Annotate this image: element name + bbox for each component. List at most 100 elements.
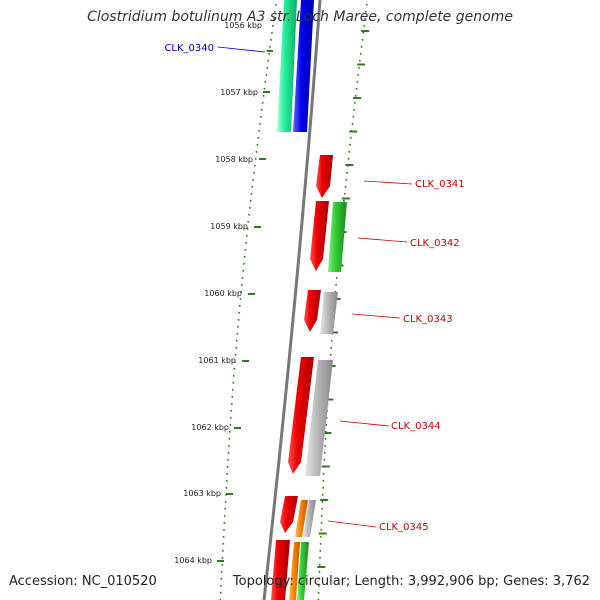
- minor-tick: [263, 87, 266, 90]
- minor-tick: [245, 241, 248, 244]
- minor-tick: [364, 10, 367, 13]
- map-title: Clostridium botulinum A3 str. Loch Maree…: [87, 9, 513, 25]
- reverse-strand-features: [271, 0, 333, 600]
- minor-tick: [228, 437, 231, 440]
- minor-tick: [318, 556, 322, 559]
- minor-tick: [234, 353, 237, 356]
- minor-tick: [229, 423, 232, 426]
- minor-tick: [250, 192, 253, 195]
- minor-tick: [318, 577, 321, 580]
- minor-tick: [240, 290, 243, 293]
- minor-tick: [241, 276, 244, 279]
- minor-tick: [221, 556, 224, 559]
- minor-tick: [252, 178, 255, 181]
- gene-feature-red: [310, 201, 329, 271]
- minor-tick: [345, 171, 349, 174]
- minor-tick: [274, 3, 277, 6]
- minor-tick: [272, 17, 275, 20]
- minor-tick: [253, 164, 256, 167]
- minor-tick: [233, 360, 237, 363]
- minor-tick: [317, 591, 320, 594]
- gene-label-clk-0340: CLK_0340: [164, 43, 214, 54]
- gene-labels: CLK_0340 CLK_0341 CLK_0342 CLK_0343 CLK_…: [164, 43, 464, 533]
- minor-tick: [221, 549, 224, 552]
- minor-tick: [330, 346, 333, 349]
- minor-tick: [222, 528, 226, 531]
- minor-tick: [249, 199, 252, 202]
- minor-tick: [271, 24, 274, 27]
- minor-tick: [349, 136, 352, 139]
- minor-tick: [362, 31, 365, 34]
- minor-tick: [248, 206, 251, 209]
- minor-tick: [242, 262, 245, 265]
- minor-tick: [320, 528, 323, 531]
- minor-tick: [248, 213, 251, 216]
- minor-tick: [236, 325, 239, 328]
- minor-tick: [251, 185, 254, 188]
- minor-tick: [319, 549, 322, 552]
- minor-tick: [269, 45, 272, 48]
- minor-tick: [269, 38, 273, 41]
- minor-tick: [242, 269, 245, 272]
- kbp-label: 1064 kbp: [174, 556, 212, 565]
- minor-tick: [356, 80, 359, 83]
- minor-tick: [232, 374, 235, 377]
- minor-tick: [360, 45, 363, 48]
- kbp-label: 1060 kbp: [204, 289, 242, 298]
- minor-tick: [318, 570, 321, 573]
- minor-tick: [354, 94, 357, 97]
- kbp-label: 1056 kbp: [224, 21, 262, 30]
- minor-tick: [318, 563, 321, 566]
- minor-tick: [267, 59, 270, 62]
- kbp-label: 1059 kbp: [210, 222, 248, 231]
- minor-tick: [239, 297, 242, 300]
- kbp-label: 1063 kbp: [183, 489, 221, 498]
- minor-tick: [223, 521, 226, 524]
- minor-tick: [224, 507, 227, 510]
- minor-tick: [351, 122, 354, 125]
- minor-tick: [220, 570, 223, 573]
- minor-tick: [321, 500, 324, 503]
- minor-tick: [256, 143, 259, 146]
- minor-tick: [220, 584, 223, 587]
- inner-tick-ring: [219, 3, 277, 600]
- minor-tick: [252, 171, 256, 174]
- minor-tick: [317, 584, 320, 587]
- minor-tick: [230, 402, 233, 405]
- gene-feature-orange: [295, 500, 308, 537]
- kbp-major-ticks: [217, 50, 273, 562]
- minor-tick: [342, 199, 346, 202]
- minor-tick: [323, 458, 326, 461]
- kbp-label: 1062 kbp: [191, 423, 229, 432]
- minor-tick: [231, 388, 234, 391]
- minor-tick: [231, 395, 234, 398]
- minor-tick: [254, 157, 257, 160]
- minor-tick: [270, 31, 274, 34]
- minor-tick: [243, 255, 246, 258]
- minor-tick: [320, 521, 323, 524]
- minor-tick: [228, 430, 231, 433]
- minor-tick: [262, 94, 265, 97]
- minor-tick: [245, 234, 248, 237]
- minor-tick: [319, 542, 322, 545]
- gene-feature-red: [280, 496, 298, 533]
- genome-backbone: [262, 0, 322, 600]
- minor-tick: [227, 458, 230, 461]
- minor-tick: [258, 129, 261, 132]
- minor-tick: [324, 444, 327, 447]
- gene-feature-green: [297, 542, 309, 600]
- minor-tick: [359, 52, 362, 55]
- minor-tick: [258, 122, 262, 125]
- gene-label-leaders: [217, 46, 413, 528]
- minor-tick: [353, 108, 356, 111]
- minor-tick: [227, 451, 230, 454]
- minor-tick: [335, 283, 338, 286]
- gene-label-clk-0344: CLK_0344: [391, 421, 441, 432]
- minor-tick: [365, 3, 368, 6]
- minor-tick: [325, 423, 328, 426]
- kbp-tick-labels: 1056 kbp 1057 kbp 1058 kbp 1059 kbp 1060…: [174, 21, 262, 565]
- minor-tick: [235, 346, 238, 349]
- minor-tick: [319, 535, 322, 538]
- minor-tick: [357, 73, 360, 76]
- minor-tick: [322, 472, 325, 475]
